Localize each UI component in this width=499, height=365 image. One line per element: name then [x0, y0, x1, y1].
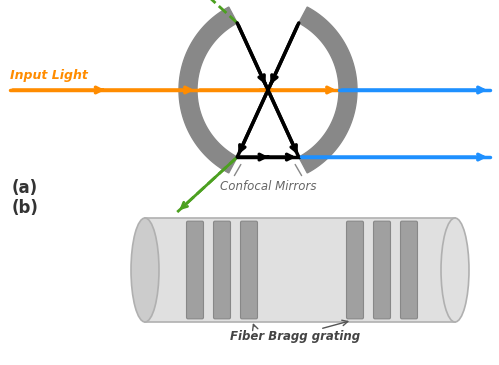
Text: Fiber Bragg grating: Fiber Bragg grating — [230, 330, 360, 343]
Text: (b): (b) — [12, 199, 39, 217]
FancyBboxPatch shape — [346, 221, 363, 319]
Text: Confocal Mirrors: Confocal Mirrors — [220, 180, 316, 193]
Polygon shape — [299, 7, 357, 173]
Ellipse shape — [131, 218, 159, 322]
FancyBboxPatch shape — [187, 221, 204, 319]
Bar — [145, 218, 455, 322]
Polygon shape — [179, 7, 237, 173]
Text: (a): (a) — [12, 179, 38, 197]
FancyBboxPatch shape — [241, 221, 257, 319]
FancyBboxPatch shape — [401, 221, 418, 319]
Text: Input Light: Input Light — [10, 69, 88, 82]
FancyBboxPatch shape — [214, 221, 231, 319]
FancyBboxPatch shape — [373, 221, 391, 319]
Ellipse shape — [441, 218, 469, 322]
